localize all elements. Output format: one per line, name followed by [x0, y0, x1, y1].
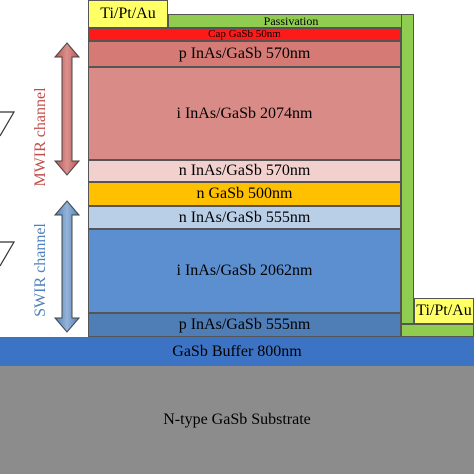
- n-inas-gasb-mwir-layer: n InAs/GaSb 570nm: [88, 160, 401, 182]
- substrate-layer: N-type GaSb Substrate: [0, 366, 474, 474]
- top-contact: Ti/Pt/Au: [88, 0, 168, 28]
- passivation-label: Passivation: [263, 14, 319, 28]
- swir-channel-label: SWIR channel: [32, 223, 49, 317]
- passivation-side: [401, 14, 414, 324]
- layer-label: i InAs/GaSb 2062nm: [176, 262, 313, 279]
- p-inas-gasb-mwir-layer: p InAs/GaSb 570nm: [88, 41, 401, 67]
- layer-label: p InAs/GaSb 570nm: [178, 45, 311, 62]
- swir-light-indicator-icon: [0, 241, 16, 267]
- passivation-top: Passivation: [168, 14, 414, 28]
- layer-label: n GaSb 500nm: [196, 185, 293, 202]
- i-inas-gasb-mwir-layer: i InAs/GaSb 2074nm: [88, 67, 401, 160]
- bottom-contact: Ti/Pt/Au: [414, 298, 474, 324]
- layer-label: n InAs/GaSb 555nm: [178, 208, 311, 226]
- buffer-layer: GaSb Buffer 800nm: [0, 337, 474, 366]
- n-inas-gasb-swir-layer: n InAs/GaSb 555nm: [88, 206, 401, 229]
- layer-label: Cap GaSb 50nm: [208, 28, 281, 40]
- mwir-light-indicator-icon: [0, 111, 16, 137]
- mwir-channel-arrow: [53, 42, 81, 176]
- p-inas-gasb-swir-layer: p InAs/GaSb 555nm: [88, 313, 401, 337]
- bottom-contact-label: Ti/Pt/Au: [416, 302, 472, 319]
- buffer-label: GaSb Buffer 800nm: [172, 342, 302, 360]
- cap-gasb-layer: Cap GaSb 50nm: [88, 28, 401, 41]
- i-inas-gasb-swir-layer: i InAs/GaSb 2062nm: [88, 229, 401, 313]
- layer-label: p InAs/GaSb 555nm: [178, 316, 311, 333]
- swir-channel-arrow: [53, 200, 81, 333]
- layer-label: n InAs/GaSb 570nm: [178, 162, 311, 179]
- top-contact-label: Ti/Pt/Au: [100, 5, 156, 22]
- mwir-channel-label: MWIR channel: [32, 87, 49, 187]
- layer-label: i InAs/GaSb 2074nm: [176, 104, 313, 122]
- n-gasb-layer: n GaSb 500nm: [88, 182, 401, 206]
- substrate-label: N-type GaSb Substrate: [163, 411, 311, 428]
